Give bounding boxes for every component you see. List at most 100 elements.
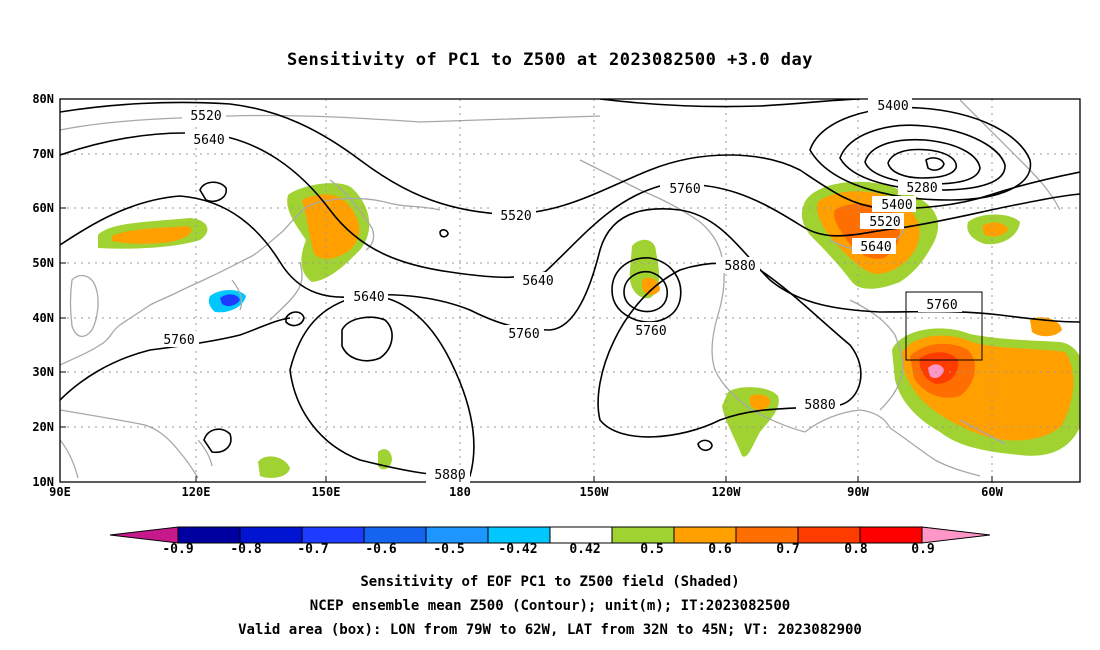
colorbar-label: 0.8 xyxy=(844,542,868,557)
contour-label-text: 5520 xyxy=(190,109,221,124)
shade-atlantic-small xyxy=(1030,317,1062,337)
caption-valid-area: Valid area (box): LON from 79W to 62W, L… xyxy=(238,622,862,638)
lon-label: 60W xyxy=(981,485,1003,499)
colorbar-bin xyxy=(797,526,861,544)
colorbar-label: 0.7 xyxy=(776,542,800,557)
contour-label: 5280 xyxy=(898,179,942,196)
shade-atlantic-peak xyxy=(928,364,944,378)
lon-label: 120E xyxy=(181,485,211,499)
coast-china-south xyxy=(60,409,199,479)
contour-label: 5400 xyxy=(872,196,916,213)
contour-label: 5640 xyxy=(344,288,388,305)
contour-label-text: 5640 xyxy=(860,240,891,255)
contour-label-layer: 5400 5280 5400 5520 5640 5520 5640 5760 … xyxy=(155,97,958,483)
lat-label: 80N xyxy=(32,92,54,106)
lat-label: 20N xyxy=(32,420,54,434)
contour-small-japan xyxy=(285,311,305,327)
coast-caspian xyxy=(69,274,99,337)
contour-label-text: 5640 xyxy=(193,133,224,148)
contour-label-text: 5880 xyxy=(724,259,755,274)
contour-label-text: 5640 xyxy=(522,274,553,289)
contour-label: 5400 xyxy=(868,97,912,114)
lat-label: 40N xyxy=(32,311,54,325)
contour-high-ring2 xyxy=(839,124,1006,191)
contour-label: 5520 xyxy=(860,213,904,230)
colorbar-low-end xyxy=(109,526,179,544)
contour-label-text: 5400 xyxy=(881,198,912,213)
colorbar-bin xyxy=(177,526,241,544)
coast-korea xyxy=(231,279,243,311)
coast-greenland xyxy=(959,99,1061,211)
contour-label-text: 5760 xyxy=(635,324,666,339)
contour-label: 5520 xyxy=(492,207,536,224)
contour-5880-east xyxy=(597,262,862,438)
coast-arctic xyxy=(60,114,601,131)
lat-label: 30N xyxy=(32,365,54,379)
contour-high-core xyxy=(925,157,945,171)
contour-label: 5760 xyxy=(627,322,671,339)
colorbar-label: -0.6 xyxy=(365,542,397,557)
shade-japan-north-core xyxy=(302,194,360,259)
coast-south-america xyxy=(959,419,1006,445)
contour-label: 5760 xyxy=(155,331,199,348)
lon-label: 150W xyxy=(579,485,609,499)
coast-gulf xyxy=(804,409,891,433)
coast-japan xyxy=(269,261,303,321)
lat-label: 50N xyxy=(32,256,54,270)
contour-5400-top xyxy=(599,99,861,108)
lat-label: 60N xyxy=(32,201,54,215)
contour-label-text: 5520 xyxy=(500,209,531,224)
contour-5520-north xyxy=(60,101,1080,215)
colorbar-label: -0.7 xyxy=(297,542,329,557)
shade-pacific-low-core xyxy=(642,277,660,296)
colorbar-bin xyxy=(859,526,923,544)
colorbar-label: 0.9 xyxy=(911,542,935,557)
coast-kamchatka xyxy=(329,179,375,251)
lon-label: 90E xyxy=(49,485,71,499)
lon-label: 150E xyxy=(311,485,341,499)
contour-label: 5640 xyxy=(185,131,229,148)
contour-inner-low xyxy=(611,257,682,323)
lat-lon-grid xyxy=(60,99,1080,482)
contour-label-text: 5760 xyxy=(669,182,700,197)
contour-5640-north xyxy=(60,132,1080,279)
shade-west-pacific xyxy=(258,456,290,478)
colorbar-bin xyxy=(301,526,365,544)
shade-newfoundland-core xyxy=(982,222,1008,237)
coast-na-west xyxy=(711,257,806,433)
shade-asia-west-core xyxy=(112,226,192,244)
colorbar-bin xyxy=(611,526,675,544)
lat-label: 10N xyxy=(32,475,54,489)
contour-high-ring4 xyxy=(887,148,957,179)
colorbar-bin xyxy=(363,526,427,544)
contour-small-mex xyxy=(697,439,713,452)
contour-label-text: 5760 xyxy=(163,333,194,348)
contour-label-text: 5280 xyxy=(906,181,937,196)
coast-philippines xyxy=(197,439,213,467)
contour-label: 5640 xyxy=(852,238,896,255)
contour-small-alaska xyxy=(439,229,449,238)
lon-label: 180 xyxy=(449,485,471,499)
contour-label: 5880 xyxy=(716,257,760,274)
colorbar-label: 0.6 xyxy=(708,542,732,557)
contour-label-text: 5520 xyxy=(869,215,900,230)
colorbar-high-end xyxy=(921,526,991,544)
plot-title: Sensitivity of PC1 to Z500 at 2023082500… xyxy=(286,50,813,70)
contour-small-asia xyxy=(199,181,227,203)
shade-mexico-core xyxy=(750,394,771,410)
axis-ticks xyxy=(60,98,993,483)
contour-label-text: 5640 xyxy=(353,290,384,305)
coast-alaska xyxy=(579,159,723,259)
lon-label: 90W xyxy=(847,485,869,499)
colorbar-label: 0.42 xyxy=(569,542,601,557)
contour-label-text: 5760 xyxy=(508,327,539,342)
colorbar-bin xyxy=(549,526,613,544)
coast-na-east xyxy=(849,299,904,411)
contour-label: 5760 xyxy=(660,180,704,197)
caption-shaded: Sensitivity of EOF PC1 to Z500 field (Sh… xyxy=(360,574,740,590)
contour-label-text: 5880 xyxy=(434,468,465,483)
shade-korea-negative-core xyxy=(220,294,240,307)
colorbar-label: -0.42 xyxy=(498,542,538,557)
colorbar-label: 0.5 xyxy=(640,542,664,557)
